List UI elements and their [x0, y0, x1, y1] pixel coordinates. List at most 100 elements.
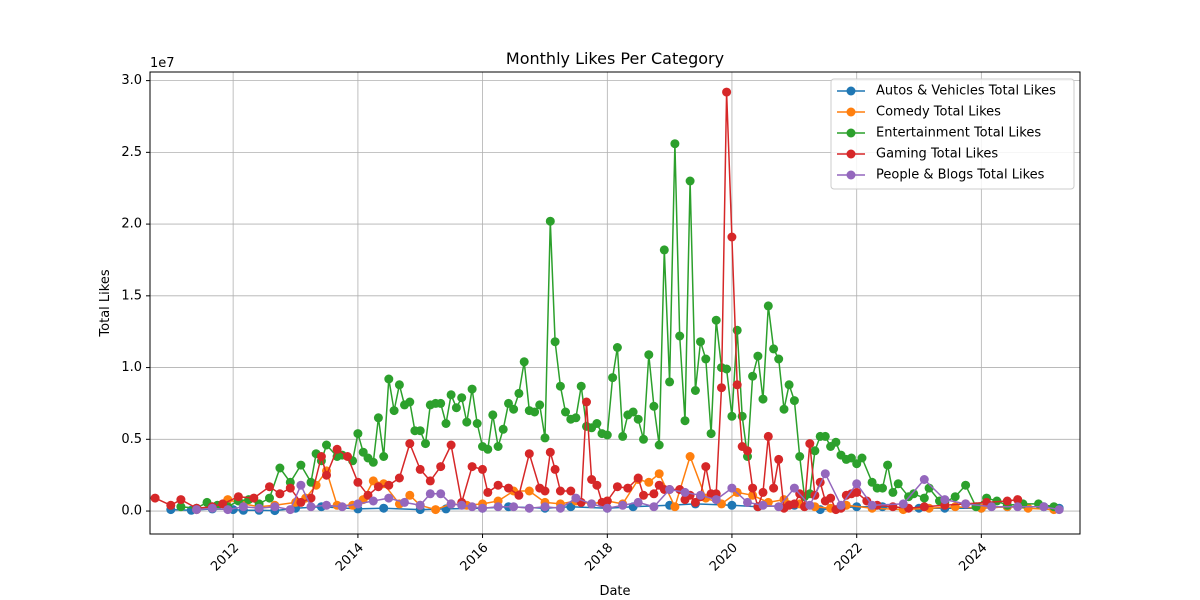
data-point — [207, 503, 217, 513]
data-point — [296, 480, 306, 490]
data-point — [711, 495, 721, 505]
data-point — [394, 380, 404, 390]
data-point — [223, 505, 233, 515]
data-point — [363, 490, 373, 500]
grid — [150, 72, 1080, 534]
data-point — [727, 500, 737, 510]
data-point — [654, 469, 664, 479]
data-point — [332, 444, 342, 454]
data-point — [582, 397, 591, 407]
data-point — [524, 449, 534, 459]
data-point — [472, 419, 482, 428]
data-point — [405, 439, 415, 449]
legend-marker — [846, 149, 856, 159]
data-point — [550, 337, 560, 347]
data-point — [602, 496, 612, 506]
data-point — [769, 483, 779, 493]
data-point — [867, 477, 877, 487]
data-point — [820, 431, 830, 441]
data-point — [322, 440, 331, 450]
y-axis-label: Total Likes — [98, 269, 113, 337]
data-point — [592, 480, 602, 490]
data-point — [732, 380, 742, 390]
data-point — [275, 489, 285, 499]
data-point — [493, 502, 503, 512]
data-point — [763, 431, 773, 441]
plot-frame — [149, 71, 1081, 535]
data-point — [940, 495, 950, 505]
data-point — [504, 483, 513, 493]
data-point — [633, 497, 643, 507]
data-point — [1002, 496, 1012, 506]
data-point — [722, 87, 732, 97]
data-point — [561, 407, 570, 417]
data-point — [919, 502, 929, 512]
data-point — [389, 406, 399, 416]
data-point — [545, 447, 555, 457]
data-point — [680, 487, 690, 497]
data-point — [789, 396, 799, 406]
data-point — [353, 429, 363, 439]
data-point — [384, 493, 394, 503]
data-point — [576, 381, 586, 391]
data-point — [805, 500, 815, 510]
data-point — [789, 483, 799, 493]
data-point — [826, 493, 836, 503]
data-point — [530, 407, 540, 417]
data-point — [784, 380, 794, 390]
data-point — [270, 502, 280, 512]
data-point — [405, 490, 415, 500]
y-tick-label: 1.5 — [121, 288, 142, 303]
data-point — [612, 343, 622, 352]
data-point — [296, 497, 306, 507]
legend-marker — [846, 86, 856, 96]
data-point — [566, 486, 576, 496]
data-point — [524, 486, 534, 496]
legend-label: Gaming Total Likes — [876, 147, 998, 162]
data-point — [649, 489, 659, 499]
series-layer — [150, 87, 1064, 516]
data-point — [296, 460, 306, 470]
data-point — [368, 457, 378, 467]
legend-label: People & Blogs Total Likes — [876, 168, 1045, 183]
data-point — [763, 301, 773, 311]
legend-item: People & Blogs Total Likes — [837, 168, 1045, 183]
data-point — [166, 500, 176, 510]
data-point — [846, 453, 856, 463]
y-tick-label: 1.0 — [121, 360, 142, 375]
data-point — [628, 407, 638, 417]
data-point — [717, 383, 726, 393]
data-point — [555, 381, 565, 391]
data-point — [649, 401, 659, 411]
data-point — [504, 398, 513, 408]
data-point — [425, 476, 435, 486]
legend-marker — [846, 107, 856, 117]
data-point — [1039, 502, 1049, 512]
legend-item: Comedy Total Likes — [837, 105, 1001, 120]
data-point — [384, 374, 394, 384]
data-point — [400, 497, 409, 507]
data-point — [306, 502, 316, 512]
data-point — [644, 477, 654, 487]
data-point — [774, 454, 784, 464]
data-point — [488, 410, 498, 420]
data-point — [612, 482, 622, 492]
data-point — [540, 486, 550, 496]
series-line — [154, 91, 1018, 511]
data-point — [685, 452, 695, 461]
data-point — [498, 424, 508, 434]
data-point — [639, 490, 648, 500]
data-point — [758, 487, 768, 497]
data-point — [373, 482, 383, 492]
data-point — [545, 216, 555, 226]
data-point — [322, 470, 331, 480]
data-point — [176, 495, 186, 505]
data-point — [727, 232, 737, 242]
data-point — [379, 503, 389, 513]
data-point — [867, 500, 877, 510]
data-point — [265, 493, 274, 503]
data-point — [519, 357, 529, 367]
data-point — [337, 502, 347, 512]
data-point — [592, 419, 602, 428]
data-point — [795, 452, 805, 461]
